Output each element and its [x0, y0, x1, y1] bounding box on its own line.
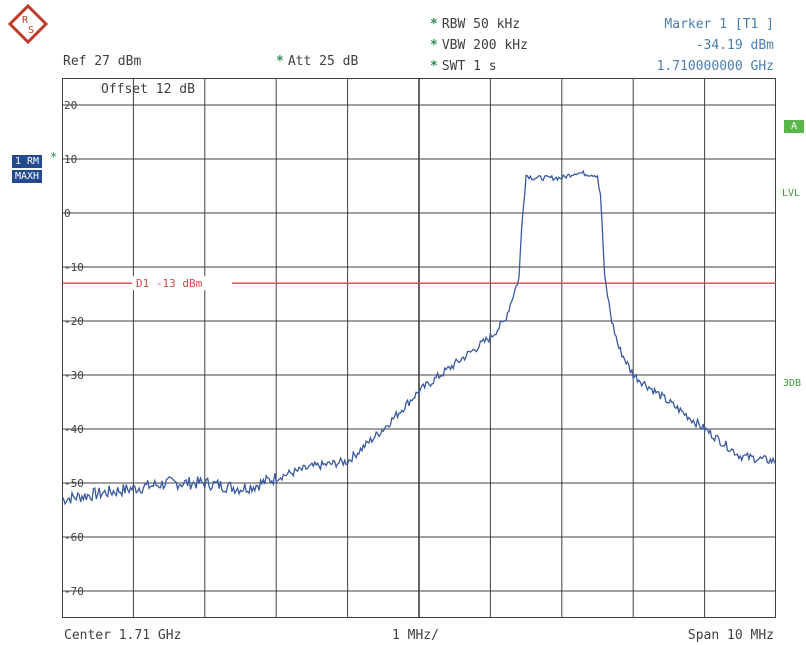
y-tick-label: -70 [64, 585, 84, 598]
rbw-setting: * RBW 50 kHz [430, 14, 528, 35]
y-tick-label: 20 [64, 99, 77, 112]
y-tick-label: 0 [64, 207, 71, 220]
lvl-indicator: LVL [782, 188, 801, 199]
rohde-schwarz-logo: R S [8, 4, 48, 44]
center-frequency-label: Center 1.71 GHz [64, 628, 182, 643]
y-tick-label: -20 [64, 315, 84, 328]
swt-label: SWT 1 s [441, 59, 497, 74]
division-label: 1 MHz/ [392, 628, 439, 643]
y-tick-label: -60 [64, 531, 84, 544]
rbw-label: RBW 50 kHz [441, 17, 521, 32]
star-icon: * [430, 17, 438, 32]
marker-title: Marker 1 [T1 ] [664, 17, 774, 32]
star-icon: * [430, 38, 438, 53]
spectrum-trace [61, 169, 777, 506]
ref-level-label: Ref 27 dBm [63, 54, 142, 69]
limit-line-label: D1 -13 dBm [136, 277, 203, 290]
limit-line-group: D1 -13 dBm [62, 276, 776, 291]
swt-setting: * SWT 1 s [430, 56, 528, 77]
limit-label-background [132, 276, 232, 291]
trace-rm-badge[interactable]: 1 RM [12, 155, 43, 168]
marker-frequency: 1.710000000 GHz [656, 59, 774, 74]
star-icon: * [430, 59, 438, 74]
y-tick-label: 10 [64, 153, 77, 166]
vbw-label: VBW 200 kHz [441, 38, 528, 53]
marker-level: -34.19 dBm [695, 38, 774, 53]
y-tick-label: -50 [64, 477, 84, 490]
trace-maxh-badge[interactable]: MAXH [12, 170, 43, 183]
y-tick-label: -40 [64, 423, 84, 436]
marker-readout: Marker 1 [T1 ] -34.19 dBm 1.710000000 GH… [657, 14, 774, 77]
y-tick-label: -30 [64, 369, 84, 382]
vbw-setting: * VBW 200 kHz [430, 35, 528, 56]
att-label: Att 25 dB [287, 54, 359, 69]
star-icon: * [276, 54, 284, 69]
plot-grid [62, 78, 776, 618]
logo-letter-s: S [28, 25, 34, 36]
star-icon: * [50, 150, 58, 164]
trace-a-indicator: A [784, 120, 804, 133]
logo-letter-r: R [22, 15, 29, 26]
att-setting: * Att 25 dB [276, 54, 358, 69]
y-tick-labels: 20 10 0 -10 -20 -30 -40 -50 -60 -70 [64, 99, 84, 598]
y-tick-label: -10 [64, 261, 84, 274]
offset-label: Offset 12 dB [101, 82, 195, 97]
span-label: Span 10 MHz [687, 628, 774, 643]
3db-indicator: 3DB [783, 378, 802, 389]
measurement-settings: * RBW 50 kHz * VBW 200 kHz * SWT 1 s [430, 14, 528, 77]
